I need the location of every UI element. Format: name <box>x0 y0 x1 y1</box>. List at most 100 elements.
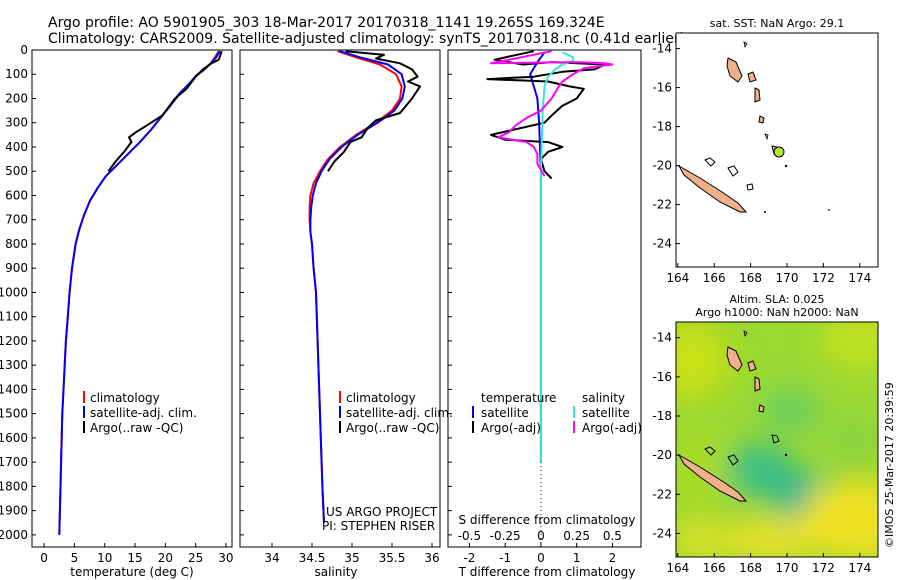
map-x-tick-label: 168 <box>739 271 762 285</box>
depth-tick-label: 0 <box>20 43 28 57</box>
s-tick-label: 0 <box>537 529 545 543</box>
map-x-tick-label: 174 <box>848 561 871 575</box>
new-caledonia-island <box>677 164 748 213</box>
loyalty-islet <box>727 165 739 177</box>
imos-credit: ©IMOS 25-Mar-2017 20:39:59 <box>883 382 896 548</box>
x-tick-label: 1 <box>573 551 581 565</box>
legend-label-t-satellite: satellite <box>481 406 529 420</box>
salinity-xlabel: salinity <box>314 565 357 579</box>
legend-label-climatology: climatology <box>346 391 416 405</box>
map-bottom-frame <box>675 321 879 558</box>
x-tick-label: 2 <box>609 551 617 565</box>
loyalty-islet <box>704 446 716 456</box>
vanuatu-island <box>747 360 757 372</box>
map-y-tick-label: -16 <box>652 81 672 95</box>
depth-tick-label: 1000 <box>0 285 28 299</box>
temperature-legend: climatology satellite-adj. clim. Argo(..… <box>83 391 197 435</box>
depth-tick-label: 2000 <box>0 528 28 542</box>
pi-credit: PI: STEPHEN RISER <box>322 519 435 533</box>
salinity-panel-frame <box>239 49 441 548</box>
depth-tick-label: 1200 <box>0 334 28 348</box>
header-line-1: Argo profile: AO 5901905_303 18-Mar-2017… <box>48 15 605 31</box>
map-x-tick-label: 170 <box>776 561 799 575</box>
header-line-2: Climatology: CARS2009. Satellite-adjuste… <box>48 31 685 47</box>
map-x-tick-label: 172 <box>812 271 835 285</box>
s-tick-label: 0.25 <box>563 529 590 543</box>
x-tick-label: 5 <box>71 551 79 565</box>
islet <box>743 330 748 338</box>
x-tick-label: 36 <box>424 551 439 565</box>
map-y-tick-label: -24 <box>652 237 672 251</box>
legend-header-temperature: temperature <box>481 391 556 405</box>
espiritu-santo-island <box>726 57 743 83</box>
islet <box>784 453 788 457</box>
depth-tick-label: 1300 <box>0 358 28 372</box>
erromango-island <box>758 115 765 124</box>
s-diff-xlabel: S difference from climatology <box>459 513 636 527</box>
salinity-series <box>308 50 421 523</box>
difference-legend: temperature salinity satellite Argo(-adj… <box>472 391 642 435</box>
x-tick-label: 34.5 <box>299 551 326 565</box>
map-y-tick-label: -14 <box>652 331 672 345</box>
difference-panel-frame <box>447 49 642 548</box>
map-y-tick-label: -22 <box>652 487 672 501</box>
loyalty-islet <box>727 454 739 466</box>
x-tick-label: 10 <box>97 551 112 565</box>
vanuatu-island <box>754 87 761 103</box>
islet <box>764 133 769 141</box>
map-x-tick-label: 168 <box>739 561 762 575</box>
map-x-tick-label: 164 <box>666 561 689 575</box>
legend-label-argo: Argo(..raw -QC) <box>90 421 183 435</box>
s-tick-label: -0.5 <box>458 529 481 543</box>
s-tick-label: -0.25 <box>490 529 521 543</box>
x-tick-label: -2 <box>463 551 475 565</box>
erromango-island <box>758 404 765 413</box>
depth-tick-label: 1500 <box>0 407 28 421</box>
espiritu-santo-island <box>726 346 743 372</box>
map-y-tick-label: -22 <box>652 198 672 212</box>
salinity-legend: climatology satellite-adj. clim. Argo(..… <box>339 391 453 435</box>
legend-header-salinity: salinity <box>582 391 625 405</box>
depth-tick-label: 400 <box>5 140 28 154</box>
map-x-tick-label: 164 <box>666 271 689 285</box>
depth-tick-label: 1700 <box>0 455 28 469</box>
depth-tick-label: 700 <box>5 213 28 227</box>
x-tick-label: 20 <box>158 551 173 565</box>
depth-tick-label: 1800 <box>0 479 28 493</box>
map-x-tick-label: 166 <box>703 271 726 285</box>
difference-axis: -2 -1 0 1 2 -0.5 -0.25 0 0.25 0.5 <box>448 49 622 565</box>
difference-series <box>486 50 614 463</box>
depth-tick-label: 600 <box>5 188 28 202</box>
vanuatu-island <box>747 71 757 83</box>
salinity-axis: 34 34.5 35 35.5 36 <box>240 49 440 565</box>
depth-tick-label: 900 <box>5 261 28 275</box>
depth-tick-label: 100 <box>5 67 28 81</box>
depth-tick-label: 1400 <box>0 382 28 396</box>
legend-label-t-argo: Argo(-adj) <box>481 421 541 435</box>
series-line-climatology <box>308 50 403 523</box>
legend-label-satellite: satellite-adj. clim. <box>346 406 453 420</box>
t-diff-xlabel: T difference from climatology <box>458 565 636 579</box>
depth-tick-label: 1600 <box>0 431 28 445</box>
map-bottom-title-2: Argo h1000: NaN h2000: NaN <box>695 306 858 319</box>
x-tick-label: 15 <box>127 551 142 565</box>
map-y-tick-label: -20 <box>652 159 672 173</box>
map-bottom-axis: 164 166 168 170 172 174 -14 -16 -18 -20 -22 -24 <box>652 331 871 575</box>
map-y-tick-label: -14 <box>652 42 672 56</box>
depth-tick-label: 200 <box>5 91 28 105</box>
loyalty-islet <box>746 183 754 191</box>
map-bottom-title-1: Altim. SLA: 0.025 <box>729 293 824 306</box>
loyalty-islet <box>704 157 716 167</box>
islet <box>764 211 766 213</box>
islet <box>743 41 748 49</box>
project-credit: US ARGO PROJECT <box>326 505 438 519</box>
map-top-land <box>677 41 830 213</box>
map-x-tick-label: 174 <box>848 271 871 285</box>
depth-axis: 0 100 200 300 400 500 600 700 800 900 1000 1100 1200… <box>0 43 28 542</box>
map-y-tick-label: -18 <box>652 120 672 134</box>
series-line-satellite <box>539 51 575 463</box>
legend-label-satellite: satellite-adj. clim. <box>90 406 197 420</box>
new-caledonia-island <box>677 453 748 502</box>
map-y-tick-label: -20 <box>652 448 672 462</box>
